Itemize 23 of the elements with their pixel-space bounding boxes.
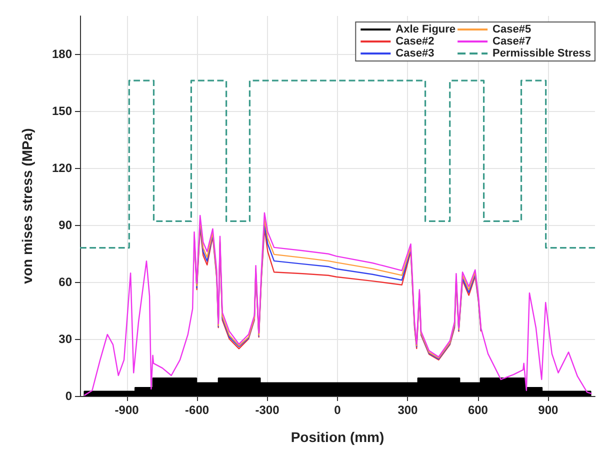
x-tick-label: 0 [334, 403, 342, 417]
y-tick-label: 60 [58, 275, 72, 289]
legend-label: Case#5 [492, 24, 532, 36]
x-tick-label: -300 [255, 403, 280, 417]
y-tick-label: 120 [52, 161, 72, 175]
x-tick-label: -600 [185, 403, 210, 417]
x-tick-label: 900 [538, 403, 559, 417]
y-tick-label: 90 [58, 218, 72, 232]
legend-label: Case#3 [396, 48, 434, 60]
y-tick-label: 150 [52, 104, 72, 118]
legend-label: Case#2 [396, 36, 434, 48]
x-tick-label: 300 [398, 403, 418, 417]
y-axis-title: von mises stress (MPa) [19, 128, 35, 284]
legend-label: Case#7 [492, 36, 532, 48]
y-tick-label: 180 [52, 47, 72, 61]
legend-label: Permissible Stress [492, 48, 592, 60]
line-series [84, 212, 592, 396]
x-tick-label: -900 [114, 403, 140, 417]
y-tick-label: 0 [65, 389, 72, 403]
y-tick-label: 30 [58, 332, 72, 346]
legend-label: Axle Figure [396, 24, 456, 36]
x-tick-label: 600 [468, 403, 488, 417]
x-axis-title: Position (mm) [290, 429, 384, 445]
